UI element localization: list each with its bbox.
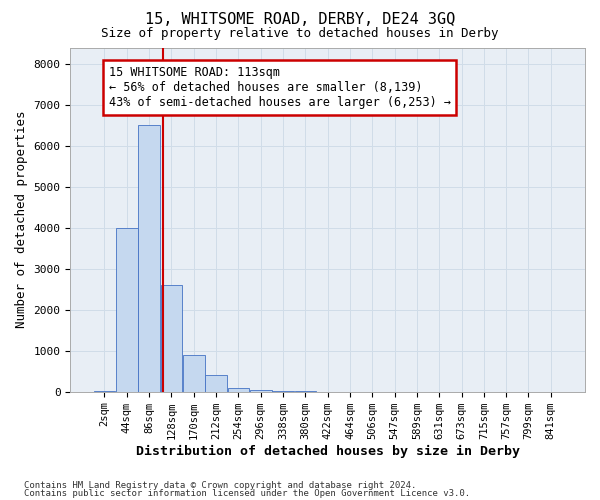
Text: Contains HM Land Registry data © Crown copyright and database right 2024.: Contains HM Land Registry data © Crown c… [24,480,416,490]
Text: 15 WHITSOME ROAD: 113sqm
← 56% of detached houses are smaller (8,139)
43% of sem: 15 WHITSOME ROAD: 113sqm ← 56% of detach… [109,66,451,109]
Bar [205,376,227,392]
Y-axis label: Number of detached properties: Number of detached properties [15,111,28,328]
Bar [183,355,205,392]
Bar [116,228,137,392]
Bar [139,126,160,392]
Text: 15, WHITSOME ROAD, DERBY, DE24 3GQ: 15, WHITSOME ROAD, DERBY, DE24 3GQ [145,12,455,28]
Bar [161,285,182,392]
Bar [227,388,249,392]
Text: Size of property relative to detached houses in Derby: Size of property relative to detached ho… [101,28,499,40]
X-axis label: Distribution of detached houses by size in Derby: Distribution of detached houses by size … [136,444,520,458]
Text: Contains public sector information licensed under the Open Government Licence v3: Contains public sector information licen… [24,489,470,498]
Bar [250,390,272,392]
